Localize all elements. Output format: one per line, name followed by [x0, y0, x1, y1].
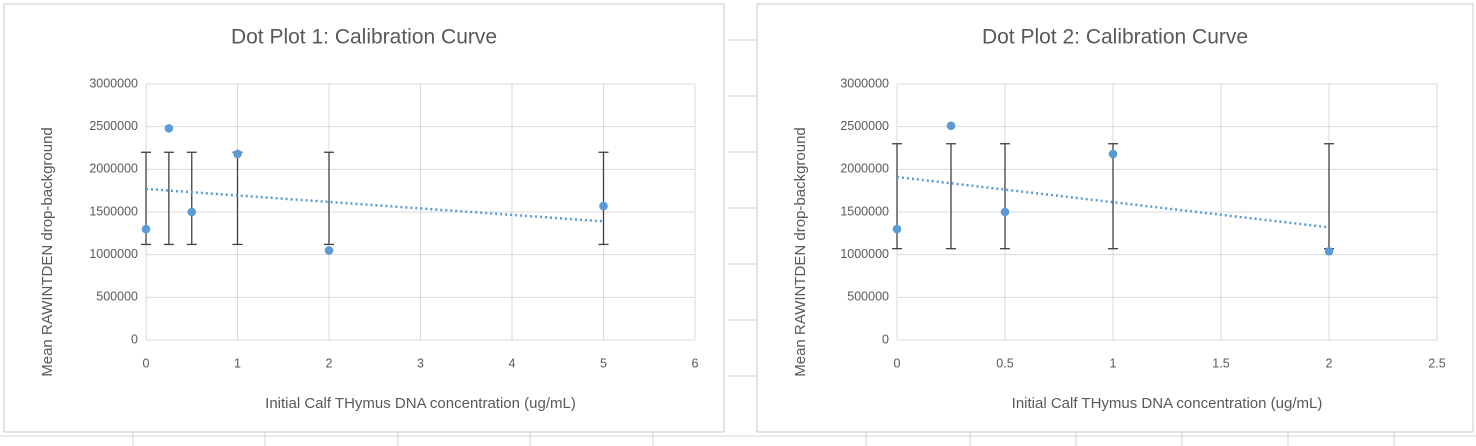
x-axis-label: Initial Calf THymus DNA concentration (u…: [265, 395, 576, 412]
data-point: [892, 224, 902, 234]
chart-frame: [756, 3, 1474, 433]
y-tick-label: 3000000: [840, 76, 889, 90]
x-tick-label: 6: [692, 356, 699, 370]
y-axis-label: Mean RAWINTDEN drop-background: [39, 127, 56, 377]
y-tick-label: 500000: [96, 290, 138, 304]
x-tick-label: 0.5: [996, 356, 1013, 370]
y-tick-label: 1500000: [89, 204, 138, 218]
sheet-grid: [0, 39, 1476, 446]
x-axis-label: Initial Calf THymus DNA concentration (u…: [1012, 395, 1323, 412]
x-tick-label: 2: [1326, 356, 1333, 370]
data-point: [164, 124, 174, 133]
y-tick-label: 0: [131, 332, 138, 346]
x-tick-label: 2: [326, 356, 333, 370]
data-point: [141, 224, 151, 234]
data-point: [1000, 207, 1010, 217]
x-tick-label: 0: [894, 356, 901, 370]
y-tick-label: 2000000: [840, 162, 889, 176]
data-point: [946, 121, 956, 131]
data-point: [187, 207, 197, 217]
x-tick-label: 1: [234, 356, 241, 370]
y-tick-label: 2500000: [840, 119, 889, 133]
data-point: [1108, 149, 1118, 159]
chart-title: Dot Plot 1: Calibration Curve: [231, 26, 497, 49]
data-point: [233, 149, 242, 159]
x-tick-label: 3: [417, 356, 424, 370]
x-tick-label: 2.5: [1428, 356, 1445, 370]
y-tick-label: 2500000: [89, 119, 138, 133]
y-tick-label: 1000000: [840, 247, 889, 261]
y-tick-label: 3000000: [89, 76, 138, 90]
x-tick-label: 1: [1110, 356, 1117, 370]
x-tick-label: 5: [600, 356, 607, 370]
chart-title: Dot Plot 2: Calibration Curve: [982, 26, 1248, 49]
y-tick-label: 1500000: [840, 204, 889, 218]
x-tick-label: 4: [509, 356, 516, 370]
x-tick-label: 1.5: [1212, 356, 1229, 370]
data-point: [599, 201, 608, 211]
y-axis-label: Mean RAWINTDEN drop-background: [792, 127, 809, 377]
trendline: [145, 187, 604, 223]
data-point: [324, 246, 334, 255]
y-tick-label: 0: [882, 332, 889, 346]
y-tick-label: 2000000: [89, 162, 138, 176]
data-point: [1324, 246, 1334, 256]
y-tick-label: 500000: [847, 290, 889, 304]
y-tick-label: 1000000: [89, 247, 138, 261]
x-tick-label: 0: [143, 356, 150, 370]
